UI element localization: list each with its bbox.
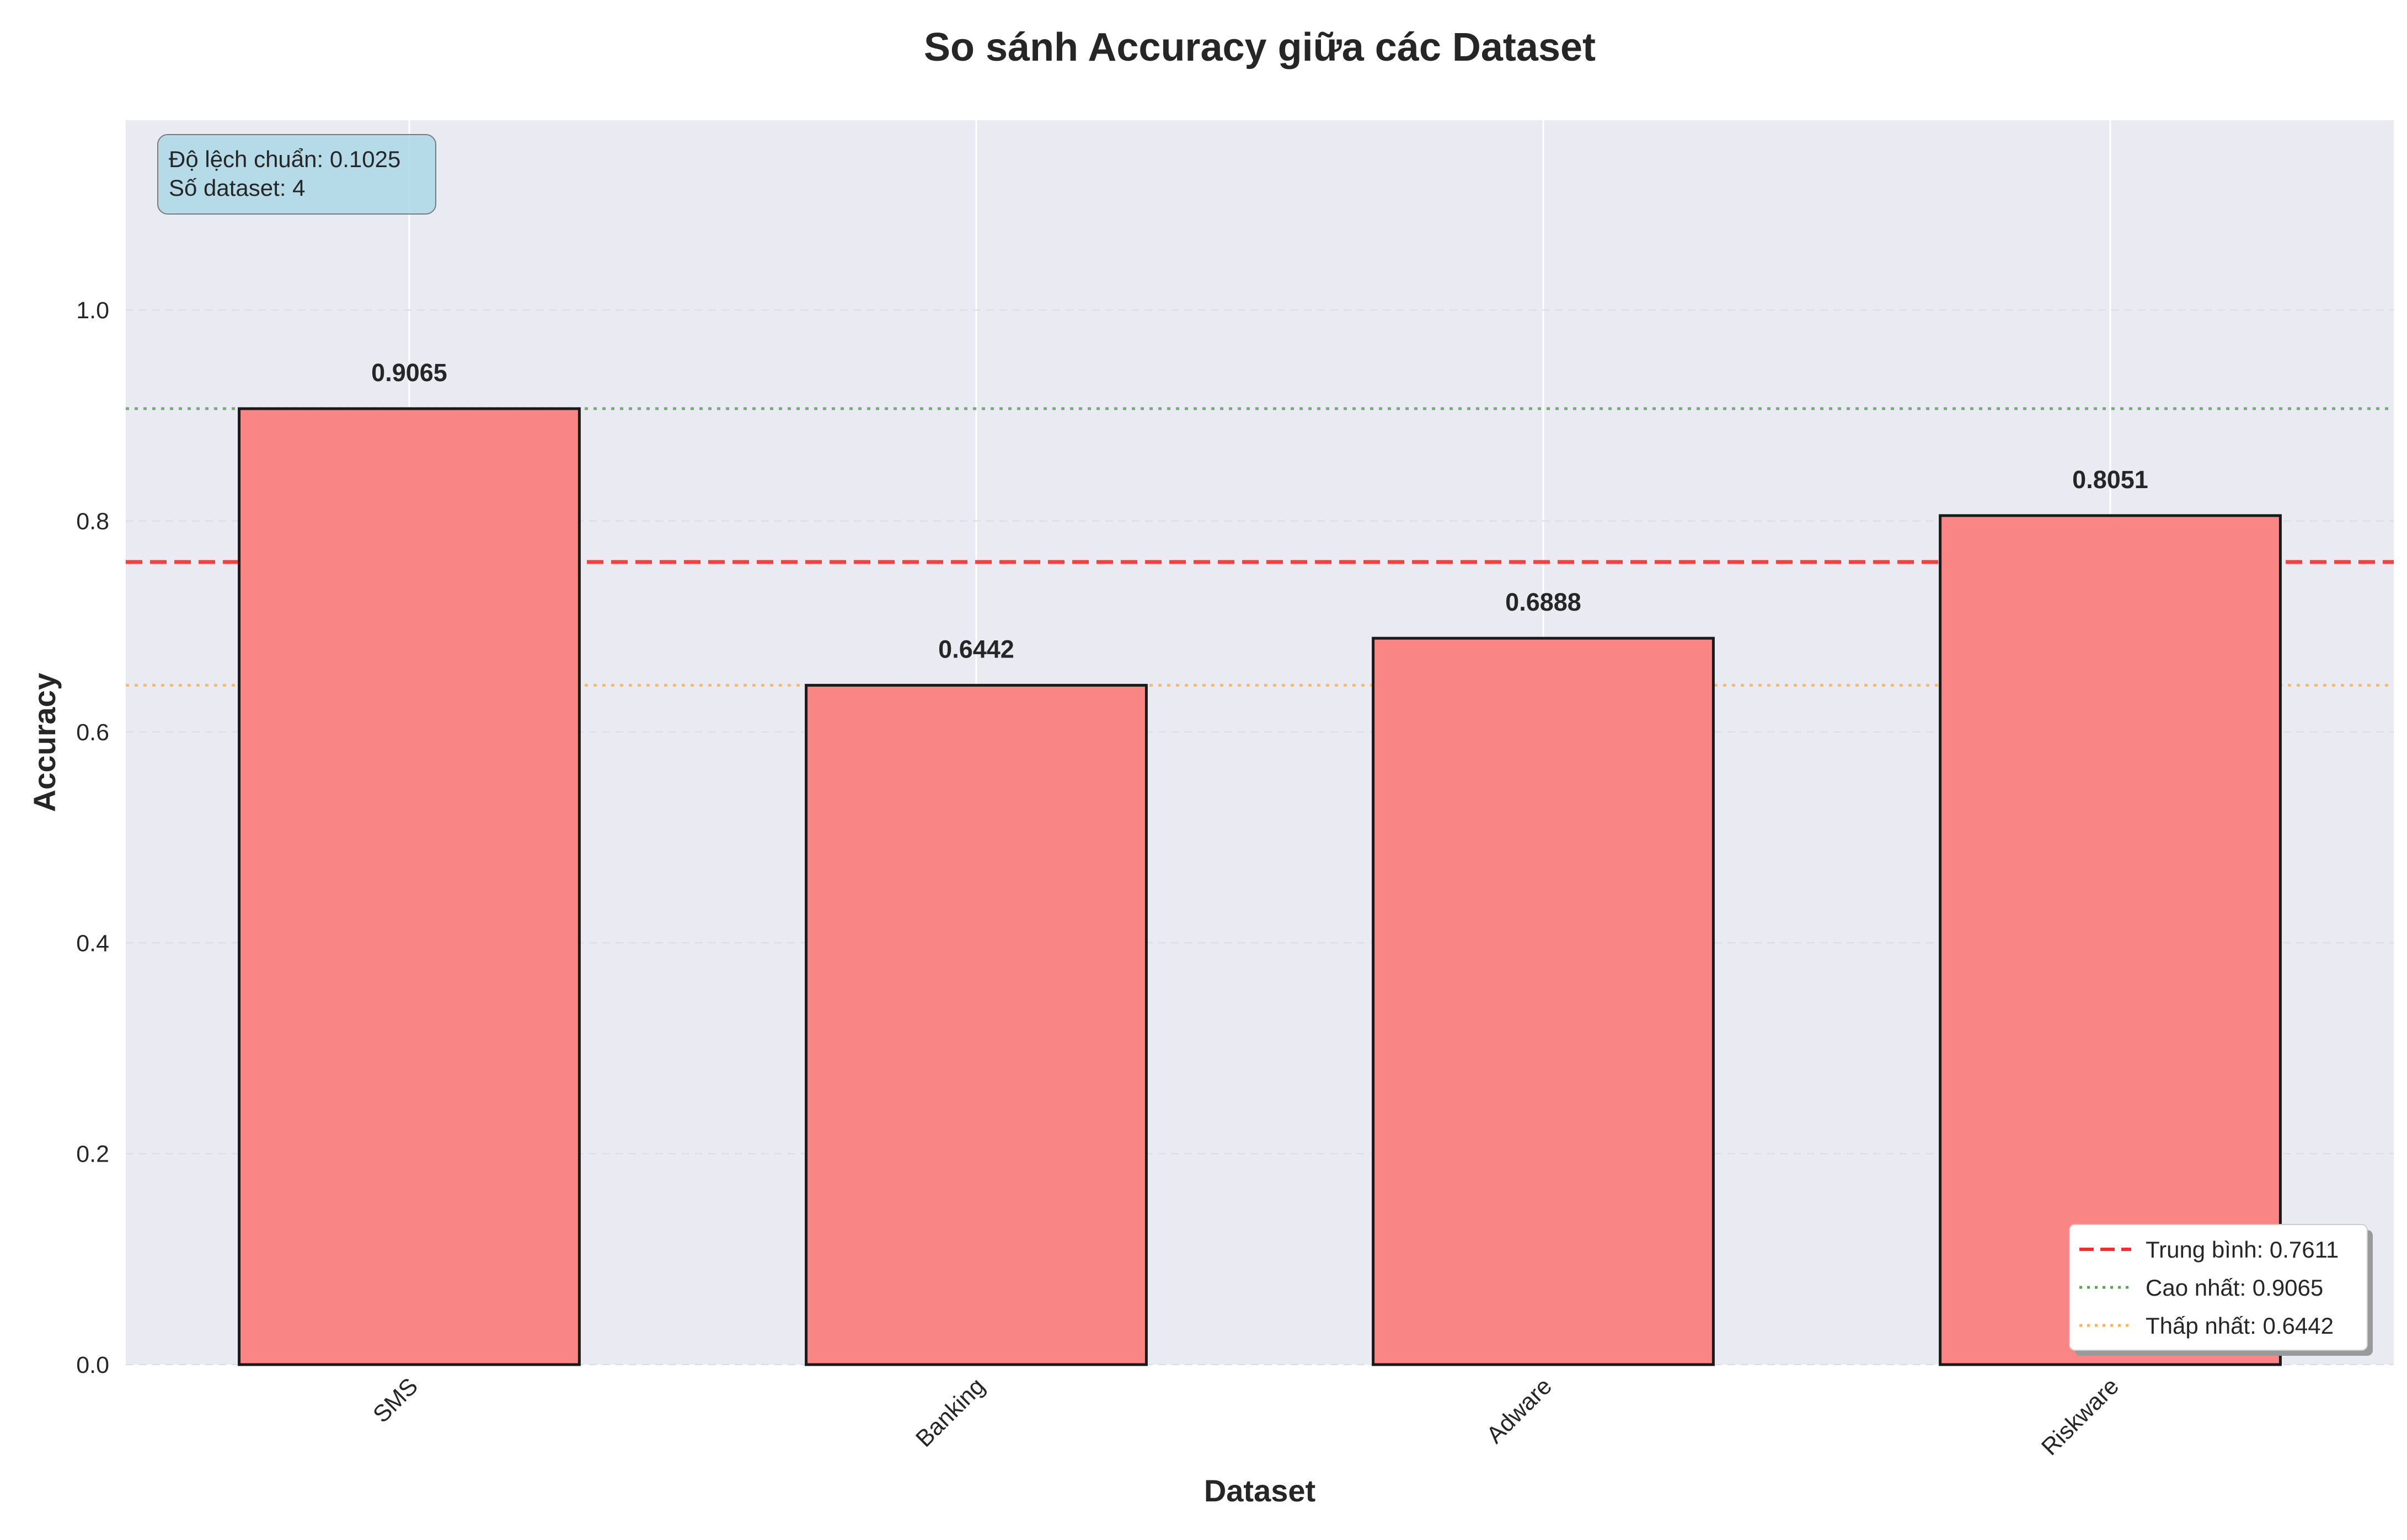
stats-count-text: Số dataset: 4 bbox=[169, 175, 306, 201]
y-tick-label: 0.4 bbox=[76, 930, 109, 956]
bar-riskware bbox=[1939, 514, 2282, 1366]
y-tick-label: 1.0 bbox=[76, 297, 109, 324]
legend-mean-label: Trung bình: 0.7611 bbox=[2146, 1237, 2339, 1263]
bar-sms bbox=[238, 407, 581, 1366]
legend-max-label: Cao nhất: 0.9065 bbox=[2146, 1275, 2323, 1301]
y-tick-label: 0.2 bbox=[76, 1141, 109, 1168]
bar-adware bbox=[1372, 637, 1715, 1366]
legend-frame bbox=[2069, 1224, 2368, 1351]
y-axis-label: Accuracy bbox=[27, 673, 62, 812]
y-tick-label: 0.6 bbox=[76, 719, 109, 746]
value-label-banking: 0.6442 bbox=[938, 635, 1014, 663]
value-label-sms: 0.9065 bbox=[371, 359, 447, 387]
chart-title: So sánh Accuracy giữa các Dataset bbox=[924, 25, 1596, 69]
x-axis-label: Dataset bbox=[1204, 1473, 1315, 1508]
legend: Trung bình: 0.7611 Cao nhất: 0.9065 Thấp… bbox=[2069, 1224, 2373, 1356]
value-labels: 0.9065 0.6442 0.6888 0.8051 bbox=[371, 359, 2148, 663]
stats-box: Độ lệch chuẩn: 0.1025 Số dataset: 4 bbox=[157, 134, 436, 215]
bars bbox=[238, 407, 2282, 1366]
y-tick-label: 0.8 bbox=[76, 509, 109, 535]
stats-std-text: Độ lệch chuẩn: 0.1025 bbox=[169, 146, 400, 172]
stats-box-background bbox=[157, 134, 436, 215]
value-label-riskware: 0.8051 bbox=[2072, 466, 2148, 494]
y-tick-label: 0.0 bbox=[76, 1352, 109, 1378]
legend-min-label: Thấp nhất: 0.6442 bbox=[2146, 1313, 2334, 1339]
bar-banking bbox=[805, 683, 1148, 1366]
value-label-adware: 0.6888 bbox=[1505, 588, 1581, 616]
y-tick-labels: 0.0 0.2 0.4 0.6 0.8 1.0 bbox=[76, 297, 109, 1378]
